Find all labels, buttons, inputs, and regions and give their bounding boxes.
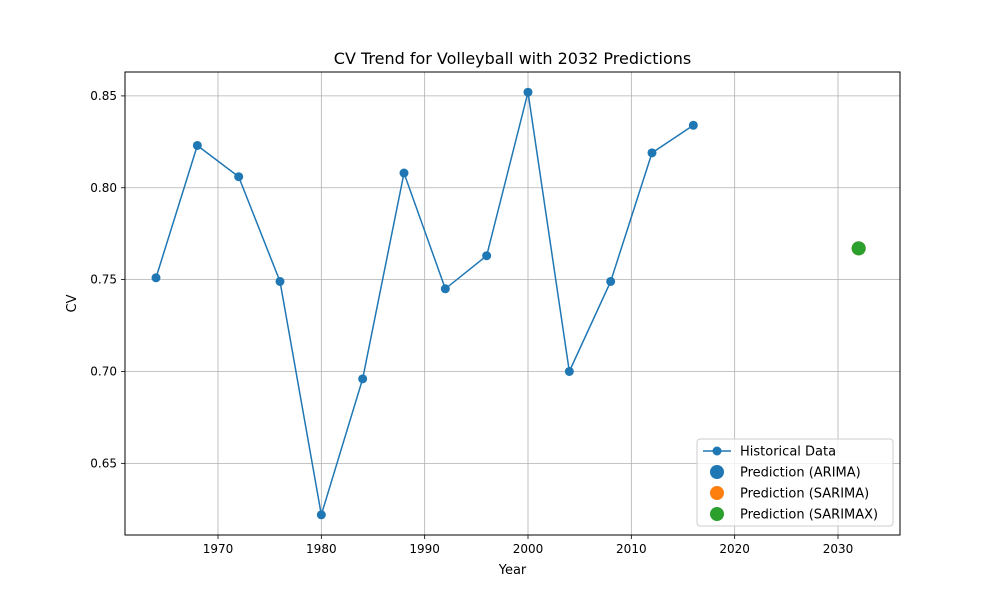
y-tick-label: 0.85 xyxy=(90,89,117,103)
legend-marker-swatch xyxy=(710,465,724,479)
legend-label: Prediction (SARIMAX) xyxy=(740,508,878,523)
x-tick-label: 1990 xyxy=(409,542,440,556)
plot-area-frame xyxy=(124,71,901,536)
plot-series xyxy=(151,87,866,520)
historical-data-point xyxy=(358,374,368,384)
historical-data-point xyxy=(688,120,698,130)
x-axis-label: Year xyxy=(498,563,527,578)
historical-data-point xyxy=(234,172,244,182)
grid xyxy=(125,72,900,535)
legend-label: Historical Data xyxy=(740,445,836,460)
y-tick-label: 0.65 xyxy=(90,456,117,470)
historical-data-point xyxy=(606,276,616,286)
axis-ticks: 1970 1980 1990 2000 2010 2020 2030 0.65 0.70 0.75… xyxy=(90,89,853,556)
historical-data-point xyxy=(564,366,574,376)
y-axis-label: CV xyxy=(65,294,80,312)
legend-label: Prediction (SARIMA) xyxy=(740,487,869,502)
x-tick-label: 2010 xyxy=(616,542,647,556)
y-tick-label: 0.70 xyxy=(90,364,117,378)
x-tick-label: 2030 xyxy=(823,542,854,556)
legend-box xyxy=(696,438,894,527)
chart-title: CV Trend for Volleyball with 2032 Predic… xyxy=(334,49,691,68)
historical-data-point xyxy=(316,510,326,520)
historical-data-point xyxy=(440,284,450,294)
historical-data-point xyxy=(399,168,409,178)
legend-label: Prediction (ARIMA) xyxy=(740,466,861,481)
prediction-point xyxy=(851,241,866,256)
historical-data-point xyxy=(647,148,657,158)
x-tick-label: 2020 xyxy=(719,542,750,556)
x-tick-label: 1980 xyxy=(306,542,337,556)
legend-marker-swatch xyxy=(710,486,724,500)
legend: Historical Data Prediction (ARIMA) Predict… xyxy=(696,438,894,527)
x-tick-label: 1970 xyxy=(203,542,234,556)
historical-data-point xyxy=(192,140,202,150)
y-tick-label: 0.75 xyxy=(90,273,117,287)
historical-data-point xyxy=(523,87,533,97)
historical-data-point xyxy=(275,276,285,286)
historical-data-line xyxy=(155,92,694,516)
legend-marker-swatch xyxy=(712,446,722,456)
x-tick-label: 2000 xyxy=(513,542,544,556)
y-tick-label: 0.80 xyxy=(90,181,117,195)
historical-data-point xyxy=(482,251,492,261)
historical-data-point xyxy=(151,273,161,283)
legend-marker-swatch xyxy=(710,507,724,521)
